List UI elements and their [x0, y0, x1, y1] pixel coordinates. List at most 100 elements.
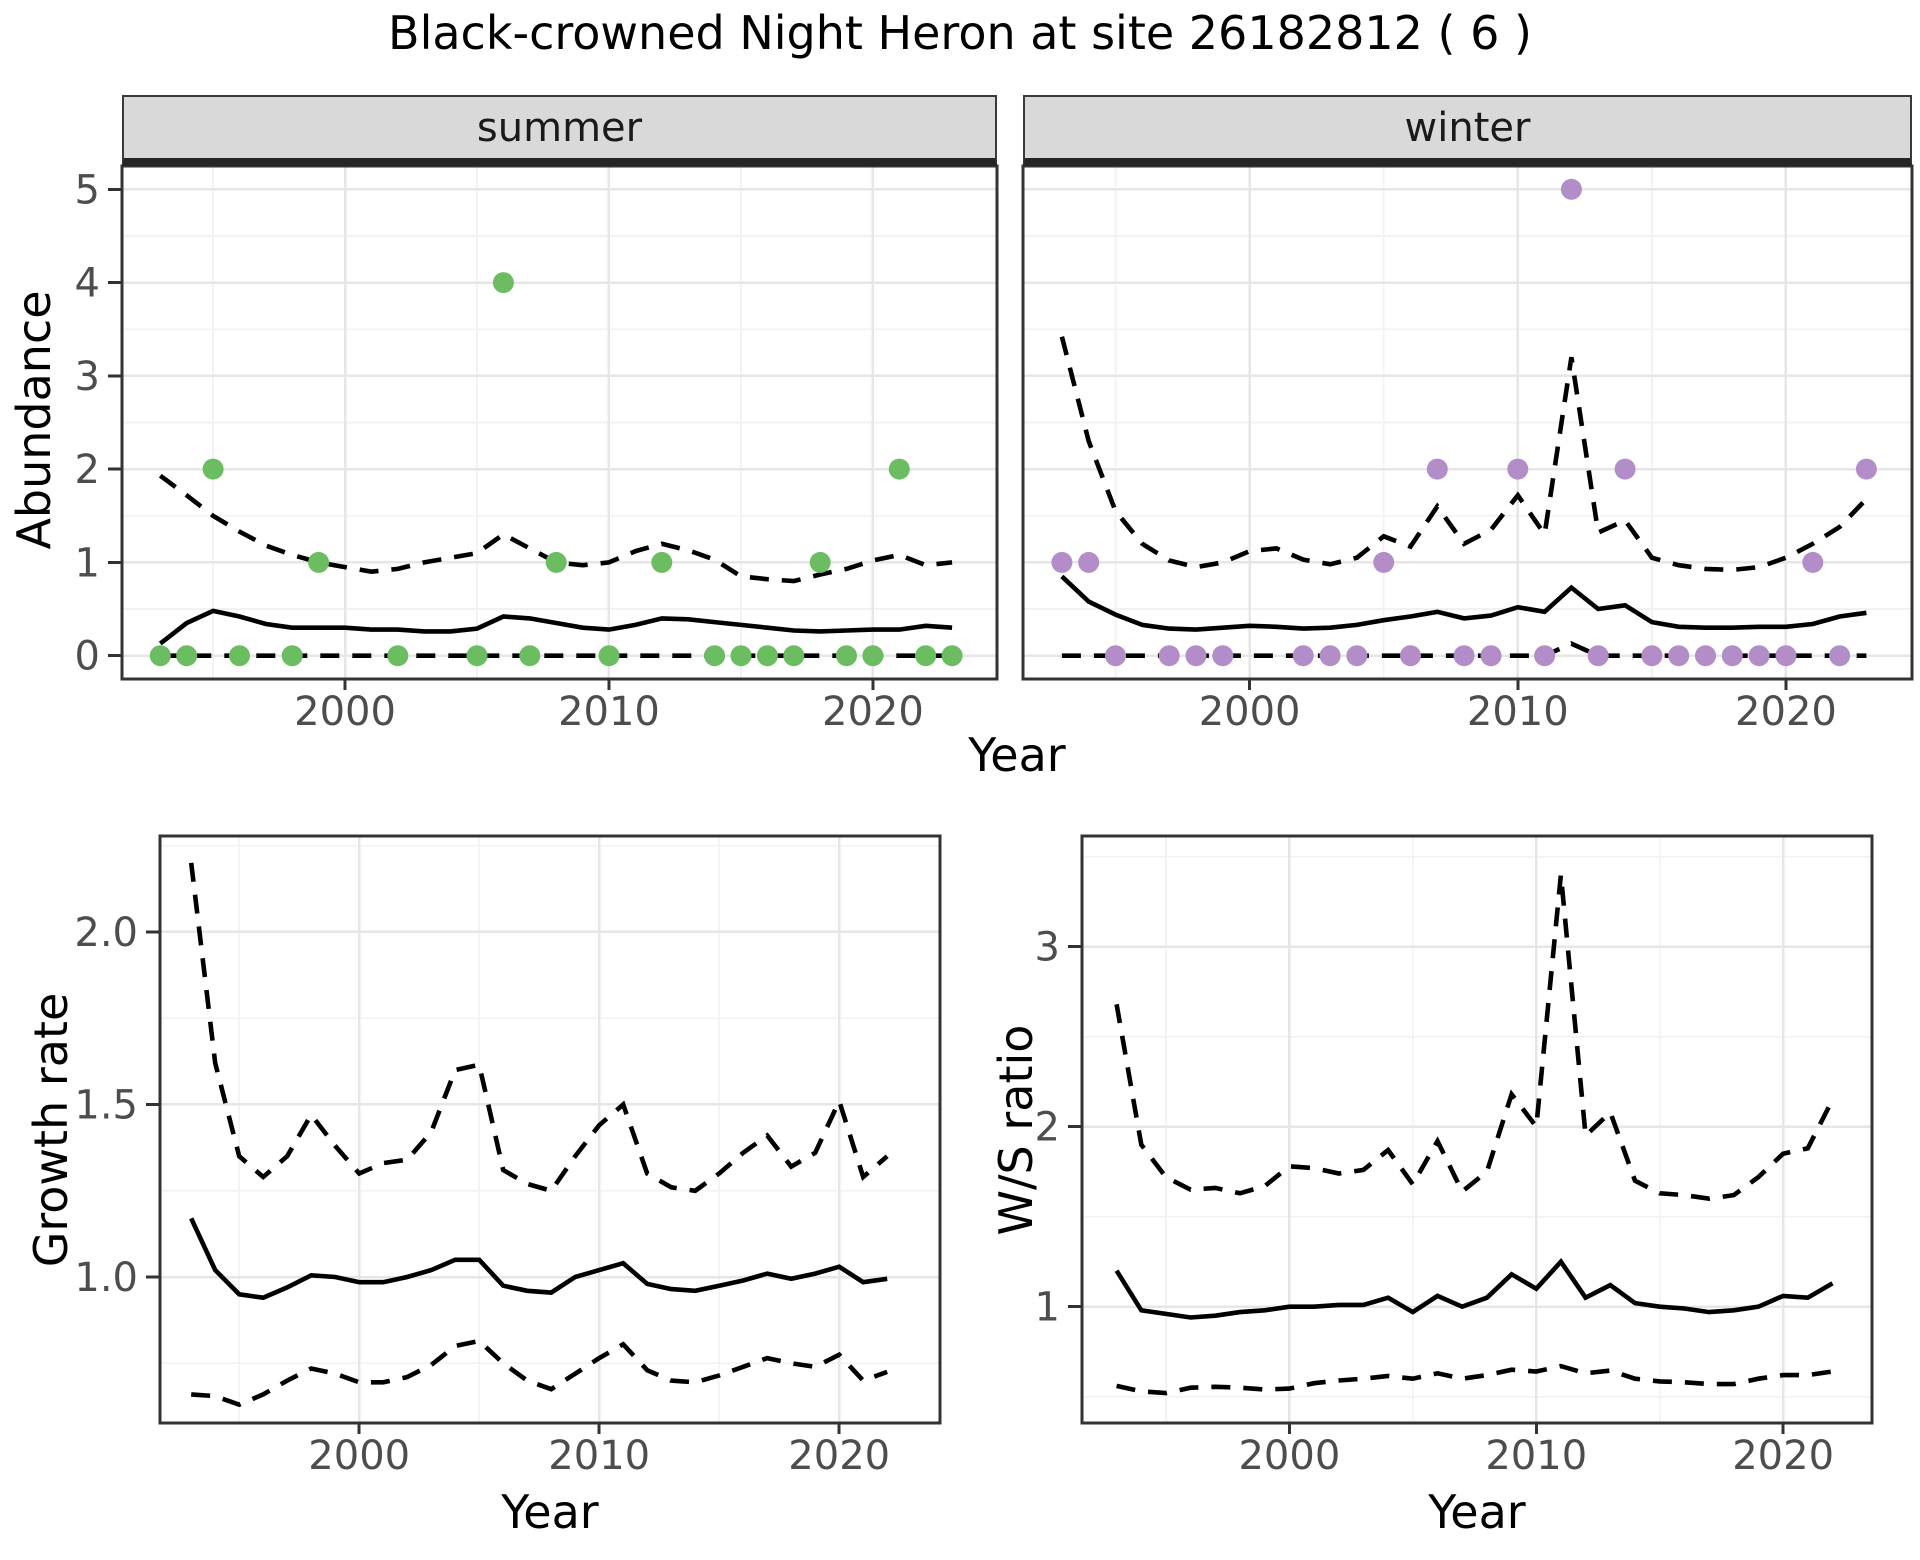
- ci-upper-line: [1059, 336, 1869, 573]
- observation-point: [466, 645, 488, 667]
- observation-point: [387, 645, 409, 667]
- observation-point: [1775, 645, 1797, 667]
- observation-point: [783, 645, 805, 667]
- fit-line: [1060, 574, 1867, 632]
- observation-point: [281, 645, 303, 667]
- observation-point: [1426, 458, 1448, 480]
- facet-strip-winter: winter: [1023, 95, 1912, 166]
- observation-point: [809, 551, 831, 573]
- y-tick-label: 1.0: [74, 1255, 138, 1301]
- x-tick-label: 2000: [294, 689, 396, 735]
- x-tick-label: 2010: [548, 1433, 650, 1479]
- observation-point: [1453, 645, 1475, 667]
- x-axis-title-year-bottom-right: Year: [1428, 1485, 1526, 1539]
- ci-upper-line: [1114, 874, 1835, 1202]
- observation-point: [1373, 551, 1395, 573]
- ci-upper-line: [188, 862, 889, 1194]
- fit-line: [1114, 1258, 1834, 1320]
- observation-point: [1534, 645, 1556, 667]
- panel-background: [1082, 836, 1872, 1423]
- x-tick-label: 2000: [1199, 689, 1301, 735]
- y-tick-label: 2.0: [74, 910, 138, 956]
- axis-ticks: 2000 2010 2020: [1199, 679, 1837, 735]
- observation-point: [1587, 645, 1609, 667]
- observation-point: [1292, 645, 1314, 667]
- observation-point: [1829, 645, 1851, 667]
- observation-point: [1212, 645, 1234, 667]
- y-tick-label: 1: [1035, 1285, 1060, 1331]
- observation-point: [598, 645, 620, 667]
- y-axis-title-ws-ratio: W/S ratio: [989, 1024, 1043, 1236]
- observation-point: [1668, 645, 1690, 667]
- x-tick-label: 2000: [308, 1433, 410, 1479]
- x-axis-title-year-bottom-left: Year: [501, 1485, 599, 1539]
- panel-abundance-winter: 2000 2010 2020: [1021, 164, 1914, 735]
- observation-point: [1695, 645, 1716, 667]
- facet-strip-summer: summer: [122, 95, 997, 166]
- gridlines: [1082, 836, 1872, 1423]
- facet-label-winter: winter: [1404, 104, 1531, 151]
- observation-point: [1560, 178, 1582, 200]
- observation-point: [888, 458, 910, 480]
- observation-point: [1158, 645, 1180, 667]
- panel-growth-rate: 2000 2010 2020 1.0 1.5 2.0: [74, 834, 942, 1479]
- panel-background: [160, 836, 940, 1423]
- fit-line: [189, 1217, 888, 1301]
- observation-point: [1507, 458, 1529, 480]
- observation-point: [1855, 458, 1877, 480]
- x-tick-label: 2010: [558, 689, 660, 735]
- observation-point: [704, 645, 726, 667]
- observation-point: [176, 645, 198, 667]
- y-tick-label: 2: [1035, 1105, 1060, 1151]
- axis-ticks: 2000 2010 2020 1 2 3: [1035, 925, 1834, 1479]
- panel-border: [120, 164, 999, 681]
- x-tick-label: 2020: [788, 1433, 890, 1479]
- observation-point: [1748, 645, 1770, 667]
- observation-point: [915, 645, 937, 667]
- x-axis-title-year-top: Year: [968, 728, 1066, 782]
- observation-point: [545, 551, 567, 573]
- observation-point: [202, 458, 224, 480]
- x-tick-label: 2020: [822, 689, 924, 735]
- observation-point: [519, 645, 541, 667]
- y-tick-label: 1.5: [74, 1082, 138, 1128]
- observation-point: [1319, 645, 1341, 667]
- observation-point: [941, 645, 963, 667]
- panel-border: [1080, 834, 1874, 1425]
- ci-lower-line: [191, 1338, 888, 1408]
- x-tick-label: 2010: [1467, 689, 1569, 735]
- observation-point: [1614, 458, 1636, 480]
- data-points: [149, 272, 963, 667]
- observation-point: [1480, 645, 1502, 667]
- y-tick-label: 0: [75, 634, 100, 680]
- y-tick-label: 1: [75, 540, 100, 586]
- observation-point: [1721, 645, 1743, 667]
- y-tick-label: 3: [1035, 925, 1060, 971]
- observation-point: [308, 551, 330, 573]
- panel-border: [1021, 164, 1914, 681]
- observation-point: [862, 645, 884, 667]
- ci-lower-line: [1116, 1363, 1833, 1396]
- axis-ticks: 2000 2010 2020 0 1 2 3 4 5: [75, 167, 924, 735]
- x-tick-label: 2010: [1485, 1433, 1587, 1479]
- observation-point: [651, 551, 673, 573]
- panel-ws-ratio: 2000 2010 2020 1 2 3: [1035, 834, 1874, 1479]
- y-axis-title-abundance: Abundance: [7, 290, 61, 550]
- y-tick-label: 2: [75, 447, 100, 493]
- observation-point: [1051, 551, 1073, 573]
- observation-point: [229, 645, 250, 667]
- y-tick-label: 4: [75, 261, 100, 307]
- chart-title: Black-crowned Night Heron at site 261828…: [388, 6, 1532, 60]
- observation-point: [1078, 551, 1100, 573]
- fit-line: [158, 608, 953, 646]
- observation-point: [1105, 645, 1126, 667]
- panel-abundance-summer: 2000 2010 2020 0 1 2 3 4 5: [75, 164, 999, 735]
- axis-ticks: 2000 2010 2020 1.0 1.5 2.0: [74, 910, 890, 1479]
- observation-point: [1400, 645, 1421, 667]
- observation-point: [1802, 551, 1824, 573]
- y-tick-label: 5: [75, 167, 100, 213]
- observation-point: [1185, 645, 1207, 667]
- y-tick-label: 3: [75, 354, 100, 400]
